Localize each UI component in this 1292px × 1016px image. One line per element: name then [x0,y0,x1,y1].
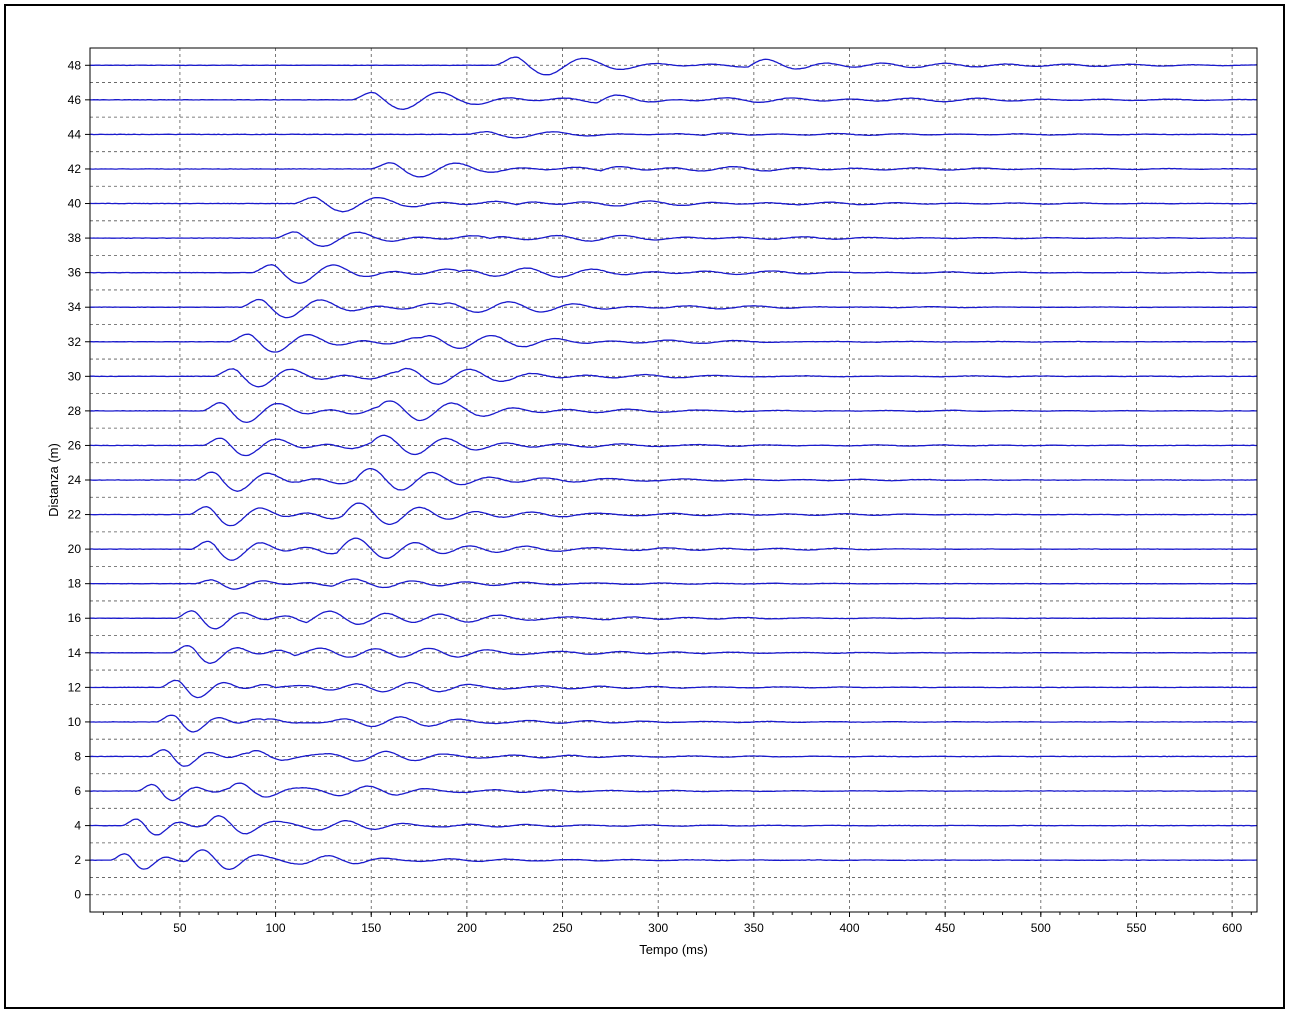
x-tick-label: 100 [266,921,286,935]
x-tick-label: 500 [1031,921,1051,935]
y-tick-label: 44 [68,127,82,141]
trace-14m [89,645,1258,664]
y-tick-label: 24 [68,473,82,487]
trace-28m [89,400,1257,424]
y-tick-label: 26 [68,438,82,452]
x-tick-label: 400 [839,921,859,935]
trace-42m [89,162,1258,178]
trace-30m [90,367,1258,388]
y-tick-label: 10 [68,715,82,729]
y-tick-label: 28 [68,404,82,418]
x-tick-label: 550 [1126,921,1146,935]
trace-38m [89,231,1258,247]
trace-6m [90,782,1257,802]
y-tick-label: 36 [68,266,82,280]
x-tick-label: 250 [553,921,573,935]
y-tick-label: 4 [74,819,81,833]
trace-12m [89,679,1258,699]
trace-16m [89,610,1258,630]
y-axis-ticks: 0246810121416182022242628303234363840424… [68,58,90,902]
y-tick-label: 16 [68,611,82,625]
y-tick-label: 20 [68,542,82,556]
trace-4m [89,815,1257,836]
trace-32m [89,333,1258,353]
y-tick-label: 6 [74,784,81,798]
y-tick-label: 0 [74,888,81,902]
x-tick-label: 50 [173,921,187,935]
trace-24m [89,467,1258,492]
trace-40m [89,196,1257,213]
x-tick-label: 600 [1222,921,1242,935]
seismogram-chart: 50 100 150 200 250 300 350 400 450 500 550 600 0246… [46,47,1258,957]
y-tick-label: 34 [68,300,82,314]
y-tick-label: 12 [68,680,82,694]
y-tick-label: 14 [68,646,82,660]
trace-10m [90,714,1258,733]
trace-46m [89,91,1258,110]
trace-8m [89,749,1257,767]
x-axis-ticks: 50 100 150 200 250 300 350 400 450 500 550 600 [102,912,1252,935]
trace-18m [89,578,1257,590]
trace-34m [89,298,1258,319]
trace-2m [89,849,1258,871]
y-tick-label: 2 [74,853,81,867]
y-tick-label: 40 [68,197,82,211]
x-tick-label: 350 [744,921,764,935]
x-tick-label: 450 [935,921,955,935]
y-tick-label: 48 [68,58,82,72]
x-axis-label: Tempo (ms) [639,942,708,957]
y-tick-label: 30 [68,369,82,383]
y-tick-label: 42 [68,162,82,176]
y-tick-label: 32 [68,335,82,349]
trace-36m [89,264,1258,284]
y-axis-label: Distanza (m) [46,443,61,517]
y-tick-label: 18 [68,577,82,591]
x-tick-label: 300 [648,921,668,935]
trace-26m [89,434,1257,457]
x-tick-label: 150 [361,921,381,935]
y-tick-label: 46 [68,93,82,107]
trace-48m [90,56,1258,76]
trace-44m [89,130,1258,139]
seismic-traces [89,56,1258,871]
trace-20m [89,537,1258,561]
y-tick-label: 8 [74,749,81,763]
y-tick-label: 38 [68,231,82,245]
trace-22m [89,502,1258,527]
x-tick-label: 200 [457,921,477,935]
y-tick-label: 22 [68,508,82,522]
